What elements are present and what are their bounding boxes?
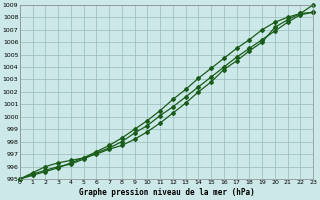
X-axis label: Graphe pression niveau de la mer (hPa): Graphe pression niveau de la mer (hPa) — [79, 188, 254, 197]
